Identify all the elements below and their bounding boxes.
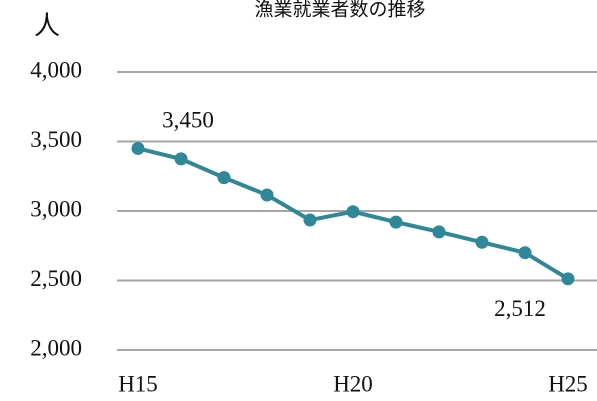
x-tick-label: H25	[548, 371, 588, 396]
y-axis-label: 人	[34, 12, 60, 42]
point	[389, 215, 403, 229]
point	[475, 235, 489, 249]
point	[346, 205, 360, 219]
y-tick-label: 2,500	[30, 266, 82, 291]
point	[217, 171, 231, 185]
y-tick-label: 4,000	[30, 57, 82, 82]
point	[518, 246, 532, 260]
point	[432, 225, 446, 239]
point	[260, 188, 274, 202]
point	[131, 141, 145, 155]
chart-title: 漁業就業者数の推移	[254, 0, 425, 21]
data-label: 2,512	[494, 296, 546, 321]
x-tick-label: H20	[333, 371, 373, 396]
point	[174, 152, 188, 166]
point	[561, 272, 575, 286]
y-tick-label: 3,000	[30, 196, 82, 221]
point	[303, 213, 317, 227]
x-tick-label: H15	[118, 371, 158, 396]
data-label: 3,450	[162, 108, 214, 133]
y-tick-label: 2,000	[30, 335, 82, 360]
y-tick-label: 3,500	[30, 127, 82, 152]
